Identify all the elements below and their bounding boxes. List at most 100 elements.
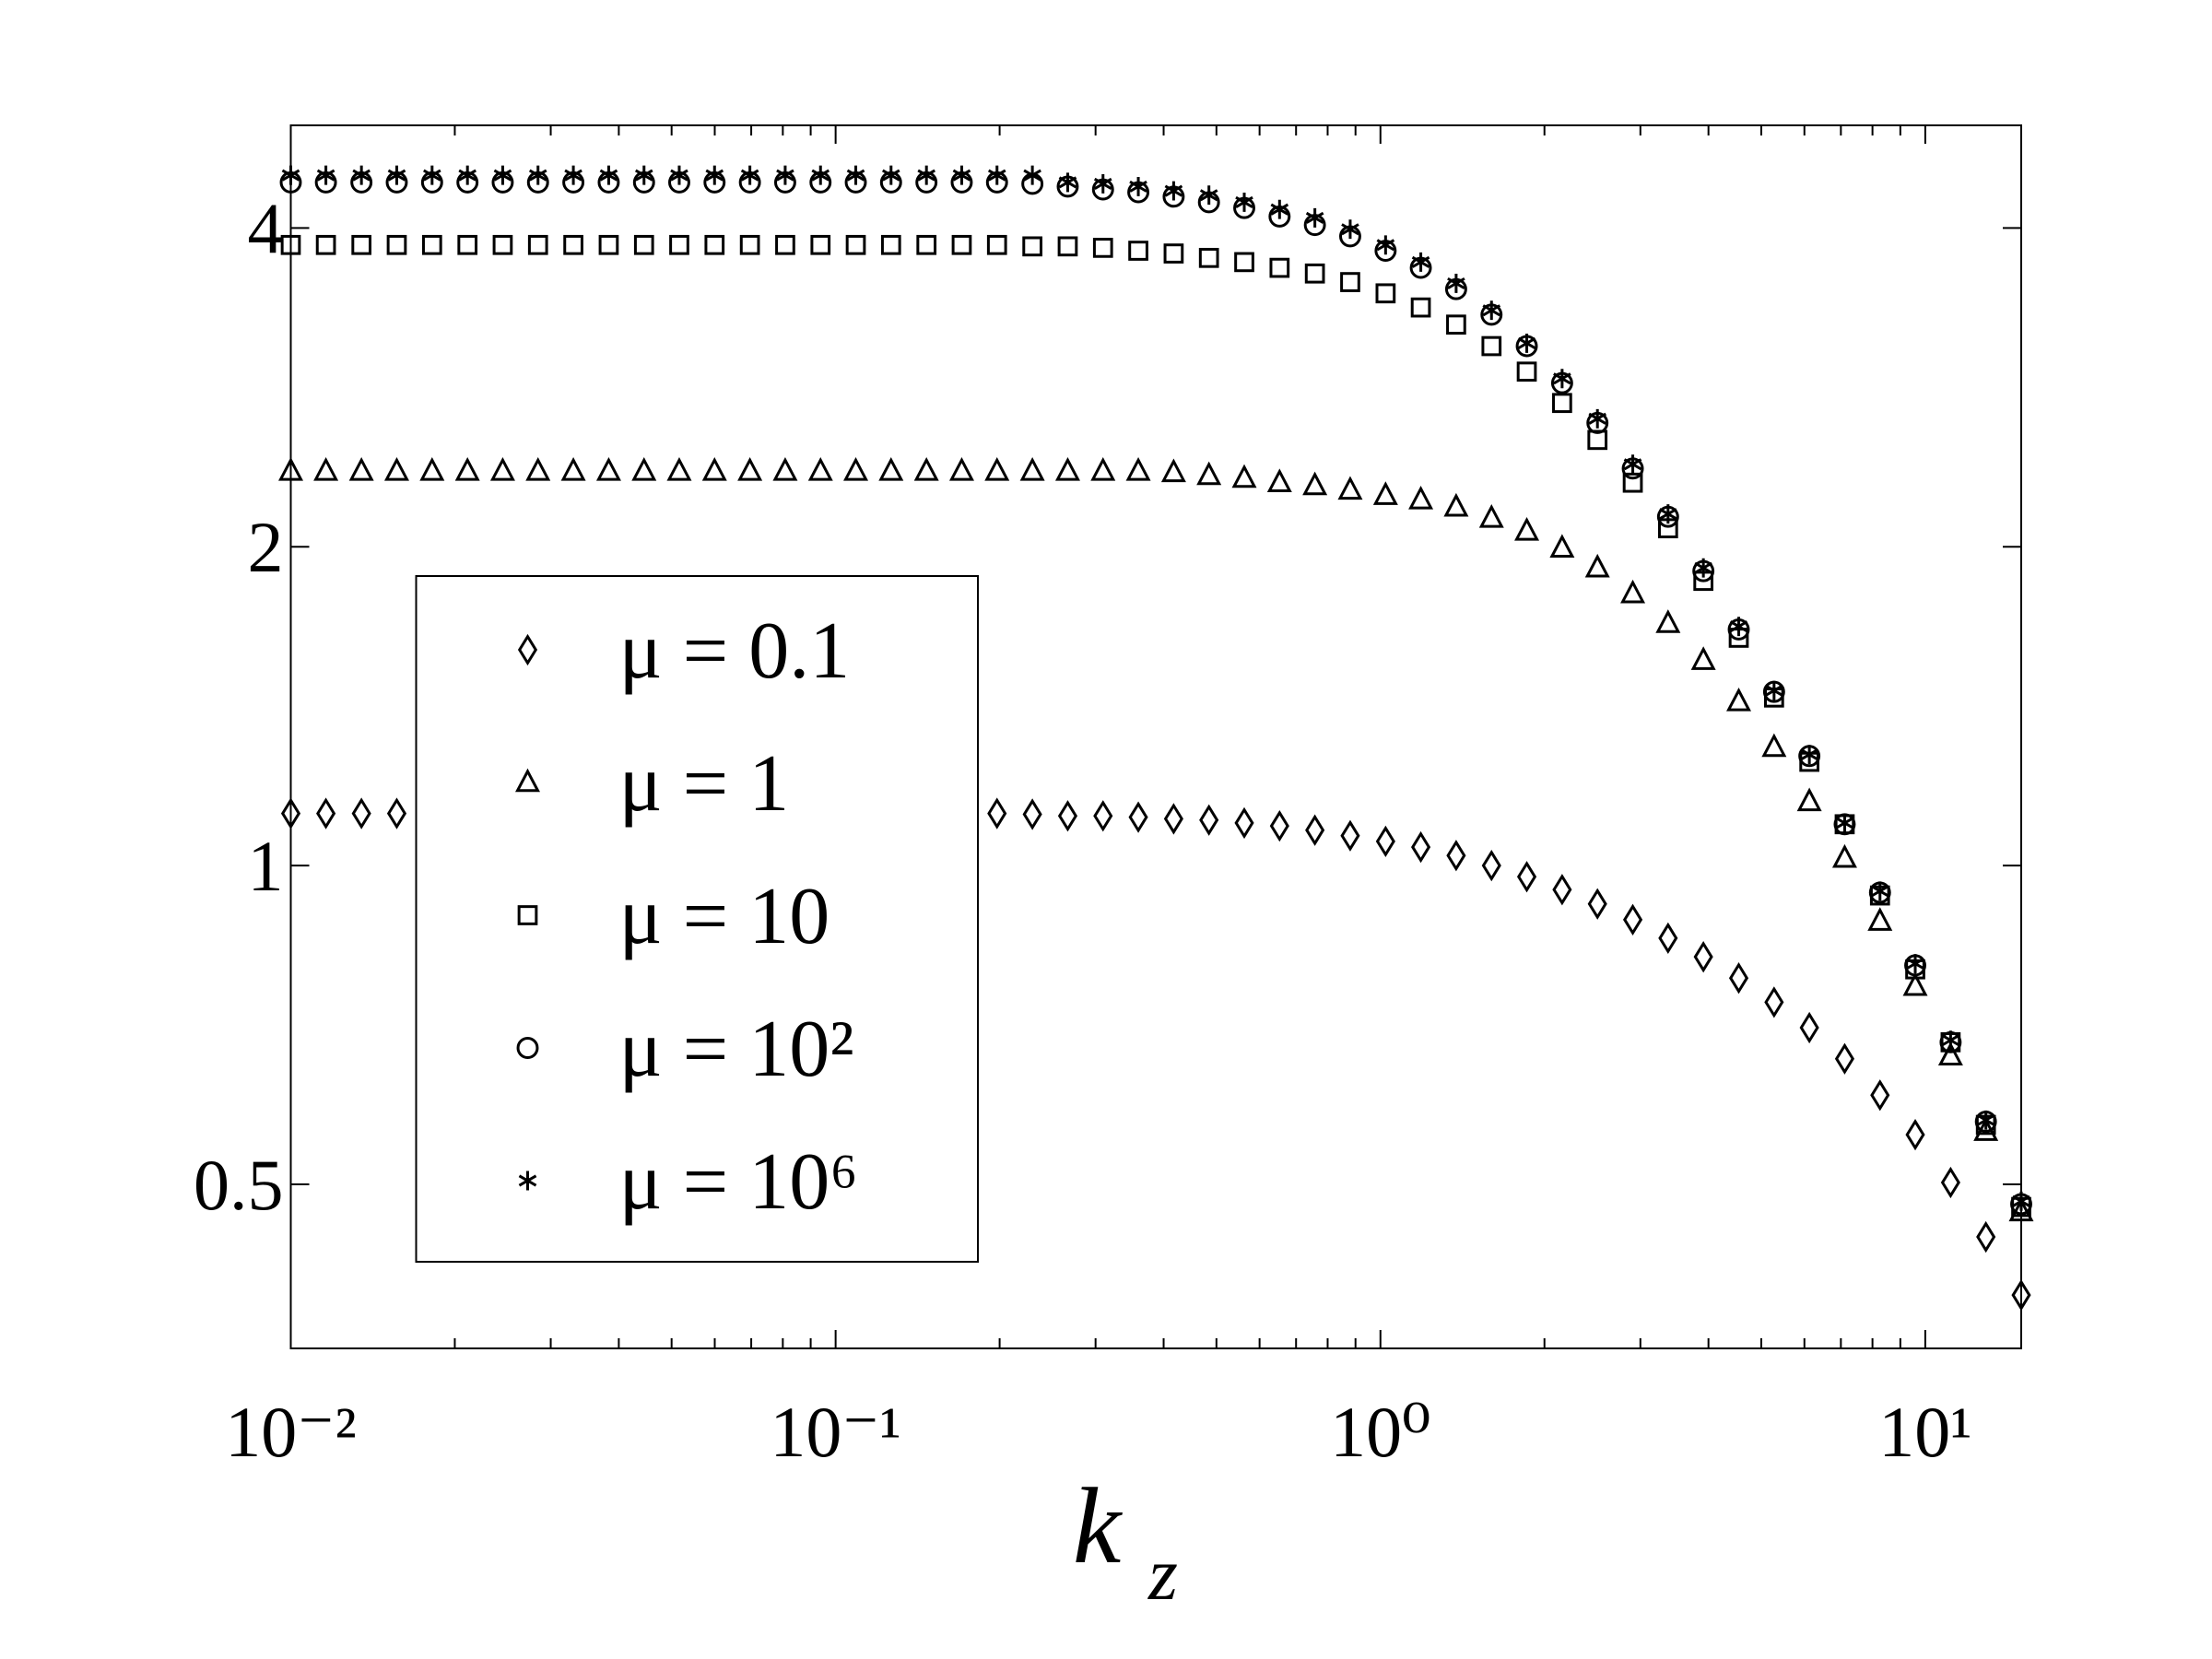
diamond-marker bbox=[1234, 806, 1254, 840]
square-marker bbox=[1622, 472, 1643, 493]
x-axis-label-subscript: z bbox=[1147, 1532, 1178, 1616]
asterisk-marker bbox=[1376, 235, 1395, 255]
asterisk-marker bbox=[1588, 408, 1607, 429]
circle-marker bbox=[516, 1037, 539, 1059]
triangle-marker bbox=[595, 456, 621, 481]
asterisk-marker bbox=[881, 165, 900, 185]
diamond-marker bbox=[1375, 825, 1395, 858]
triangle-marker bbox=[1620, 579, 1646, 604]
x-tick-label: 10⁻² bbox=[225, 1392, 357, 1472]
asterisk-marker bbox=[1270, 199, 1289, 219]
square-marker bbox=[1340, 272, 1360, 292]
square-marker bbox=[1516, 361, 1537, 382]
legend-label: μ = 1 bbox=[619, 739, 790, 829]
asterisk-marker bbox=[1623, 454, 1642, 475]
asterisk-marker bbox=[1235, 193, 1253, 212]
triangle-marker bbox=[878, 456, 904, 481]
diamond-marker bbox=[386, 797, 407, 830]
diamond-marker bbox=[1976, 1220, 1996, 1253]
asterisk-marker bbox=[1976, 1110, 1995, 1130]
diamond-marker bbox=[1516, 861, 1537, 893]
asterisk-marker bbox=[1941, 1030, 1960, 1051]
triangle-marker bbox=[1726, 688, 1752, 712]
triangle-marker bbox=[1160, 458, 1186, 483]
asterisk-marker bbox=[1411, 252, 1430, 272]
square-marker bbox=[1022, 236, 1042, 257]
square-marker bbox=[1163, 243, 1184, 264]
square-marker bbox=[986, 234, 1007, 255]
diamond-marker bbox=[1128, 801, 1148, 833]
square-marker bbox=[386, 234, 407, 255]
diamond-marker bbox=[1340, 819, 1360, 852]
triangle-marker bbox=[1514, 516, 1540, 541]
diamond-marker bbox=[1446, 840, 1466, 872]
asterisk-marker bbox=[1058, 172, 1077, 193]
square-marker bbox=[739, 234, 760, 255]
diamond-marker bbox=[1269, 809, 1289, 842]
square-marker bbox=[880, 234, 901, 255]
square-marker bbox=[492, 234, 513, 255]
square-marker bbox=[775, 234, 795, 255]
square-marker bbox=[421, 234, 442, 255]
triangle-marker bbox=[348, 456, 374, 481]
diamond-marker bbox=[1693, 940, 1713, 973]
asterisk-marker bbox=[1906, 954, 1924, 973]
triangle-marker bbox=[1902, 971, 1928, 996]
square-marker bbox=[845, 234, 866, 255]
triangle-marker bbox=[737, 456, 763, 481]
asterisk-marker bbox=[1199, 185, 1218, 206]
asterisk-marker bbox=[1164, 181, 1183, 201]
x-tick-label: 10⁰ bbox=[1330, 1392, 1430, 1472]
triangle-marker bbox=[1125, 456, 1151, 481]
diamond-marker bbox=[1658, 922, 1678, 955]
triangle-marker bbox=[1690, 646, 1716, 670]
triangle-marker bbox=[1761, 733, 1787, 758]
asterisk-marker bbox=[705, 165, 724, 185]
asterisk-marker bbox=[776, 165, 794, 185]
triangle-marker bbox=[772, 456, 798, 481]
square-marker bbox=[1057, 236, 1078, 257]
square-marker bbox=[1481, 335, 1502, 357]
triangle-marker bbox=[807, 456, 833, 481]
diamond-marker bbox=[1834, 1042, 1855, 1075]
diamond-marker bbox=[1481, 849, 1501, 882]
triangle-marker bbox=[1443, 492, 1469, 517]
triangle-marker bbox=[419, 456, 445, 481]
triangle-marker bbox=[948, 456, 974, 481]
triangle-marker bbox=[1337, 476, 1363, 500]
triangle-marker bbox=[1231, 464, 1257, 488]
asterisk-marker bbox=[1305, 207, 1324, 228]
triangle-marker bbox=[1090, 456, 1116, 481]
triangle-marker bbox=[1549, 534, 1575, 559]
asterisk-marker bbox=[634, 165, 653, 185]
triangle-marker bbox=[1937, 1041, 1963, 1066]
square-marker bbox=[1375, 283, 1396, 304]
y-tick-label: 4 bbox=[248, 188, 284, 268]
asterisk-marker bbox=[1659, 504, 1677, 524]
asterisk-marker bbox=[917, 165, 935, 185]
triangle-marker bbox=[666, 456, 692, 481]
diamond-marker bbox=[1870, 1079, 1890, 1112]
square-marker bbox=[517, 905, 538, 925]
triangle-marker bbox=[454, 456, 480, 481]
asterisk-marker bbox=[811, 165, 830, 185]
asterisk-marker bbox=[952, 165, 971, 185]
y-tick-label: 1 bbox=[248, 826, 284, 906]
series bbox=[278, 456, 2034, 1222]
diamond-marker bbox=[1199, 804, 1219, 836]
asterisk-marker bbox=[1835, 813, 1854, 833]
square-marker bbox=[1128, 241, 1148, 261]
square-marker bbox=[1410, 297, 1431, 318]
asterisk-marker bbox=[987, 165, 1006, 185]
asterisk-marker bbox=[1517, 334, 1536, 353]
square-marker bbox=[351, 234, 372, 255]
triangle-marker bbox=[701, 456, 727, 481]
triangle-marker bbox=[1019, 456, 1045, 481]
asterisk-marker bbox=[1870, 881, 1889, 901]
triangle-marker bbox=[1302, 471, 1328, 496]
diamond-marker bbox=[351, 797, 371, 830]
asterisk-marker bbox=[564, 165, 582, 185]
asterisk-marker bbox=[599, 165, 618, 185]
diamond-marker bbox=[1552, 874, 1572, 906]
x-axis-label: k bbox=[1073, 1465, 1124, 1586]
